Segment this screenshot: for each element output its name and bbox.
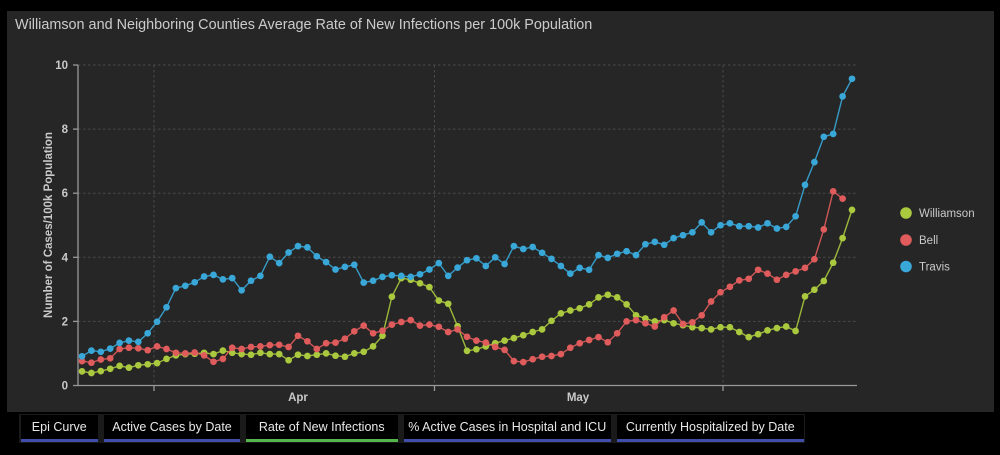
svg-text:2: 2: [62, 316, 68, 328]
svg-text:6: 6: [62, 188, 68, 200]
svg-text:0: 0: [62, 381, 68, 393]
svg-text:Travis: Travis: [919, 262, 950, 274]
svg-text:May: May: [567, 392, 590, 404]
svg-text:4: 4: [62, 252, 69, 264]
svg-text:8: 8: [62, 124, 69, 136]
svg-text:Number of Cases/100k Populatio: Number of Cases/100k Population: [43, 132, 55, 318]
svg-text:Williamson: Williamson: [919, 208, 975, 220]
svg-text:Bell: Bell: [919, 235, 938, 247]
svg-text:Apr: Apr: [288, 392, 308, 404]
svg-text:10: 10: [55, 60, 68, 72]
